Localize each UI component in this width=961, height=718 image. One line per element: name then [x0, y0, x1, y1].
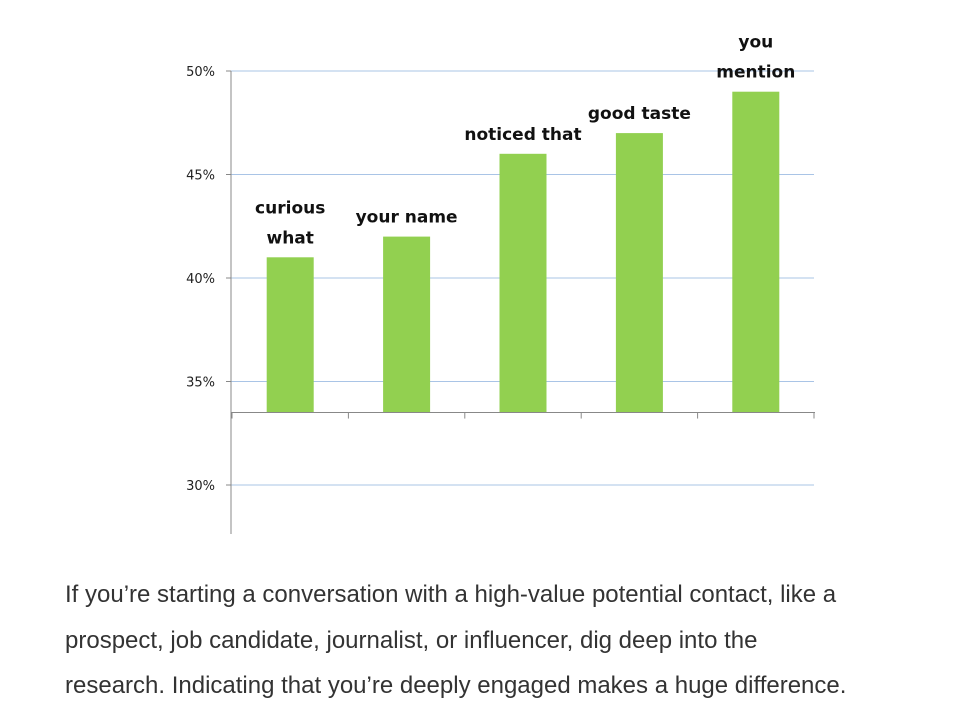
- paragraph-line: research. Indicating that you’re deeply …: [65, 672, 847, 699]
- bar-chart: 50% 45% 40% 35% 30% curious what your name notic…: [186, 33, 815, 534]
- bar: [499, 153, 547, 413]
- bar: [732, 91, 780, 413]
- article-paragraph: If you’re starting a conversation with a…: [65, 572, 945, 709]
- bar-data-label: your name: [356, 208, 458, 228]
- bar-data-label: curious: [255, 198, 325, 218]
- y-tick-label: 45%: [186, 169, 215, 184]
- bar-data-label: noticed that: [464, 125, 581, 145]
- bar: [266, 257, 314, 413]
- bar-data-label: good taste: [588, 104, 691, 124]
- bar-data-label: mention: [716, 63, 795, 83]
- bar: [615, 133, 663, 413]
- paragraph-line: prospect, job candidate, journalist, or …: [65, 626, 758, 654]
- y-tick-label: 35%: [186, 376, 215, 391]
- y-tick-label: 30%: [186, 479, 215, 494]
- bar-data-label: what: [266, 228, 313, 248]
- bar-data-label: you: [738, 33, 773, 53]
- bar: [383, 236, 431, 413]
- y-tick-label: 50%: [186, 65, 215, 80]
- paragraph-line: If you’re starting a conversation with a…: [65, 581, 837, 608]
- y-tick-label: 40%: [186, 272, 215, 287]
